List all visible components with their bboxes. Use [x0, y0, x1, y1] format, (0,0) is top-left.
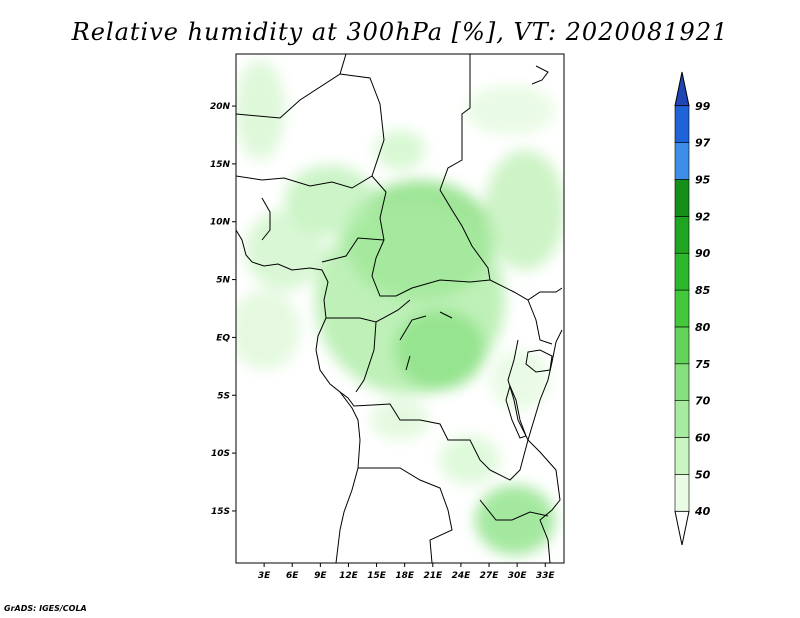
map-title: Relative humidity at 300hPa [%], VT: 202…: [71, 18, 729, 46]
map-frame: [235, 53, 565, 564]
border: [339, 73, 385, 177]
lon-tick-label: 12E: [339, 571, 359, 581]
lat-tick-label: 10N: [210, 218, 231, 228]
colorbar-swatch: [674, 400, 690, 438]
coastlines-and-borders: [236, 54, 563, 563]
humid-region: [475, 485, 555, 555]
colorbar-label: 50: [695, 468, 711, 481]
border: [479, 499, 549, 521]
lon-tick-label: 27E: [480, 571, 500, 581]
border: [358, 467, 453, 563]
colorbar-label: 40: [694, 505, 711, 518]
river: [531, 65, 549, 85]
colorbar-label: 75: [695, 358, 711, 371]
colorbar-swatch: [674, 252, 690, 291]
border: [489, 439, 529, 481]
colorbar-label: 80: [695, 321, 711, 334]
colorbar-swatch: [674, 474, 690, 512]
humid-region: [395, 310, 485, 390]
lat-tick-label: EQ: [216, 333, 230, 343]
lon-tick-label: 18E: [395, 571, 415, 581]
lon-tick-label: 6E: [286, 571, 299, 581]
humid-region: [440, 435, 500, 485]
lon-tick-label: 33E: [536, 571, 556, 581]
lon-tick-label: 3E: [258, 571, 271, 581]
humidity-shading: [236, 60, 564, 555]
humid-region: [490, 350, 550, 410]
humid-region: [485, 150, 564, 270]
border: [527, 299, 553, 345]
humid-region: [375, 130, 425, 170]
border: [439, 189, 491, 281]
colorbar-label: 70: [695, 395, 711, 408]
lon-tick-label: 30E: [508, 571, 528, 581]
border: [261, 197, 271, 241]
humid-region: [245, 210, 325, 290]
colorbar-swatch: [674, 363, 690, 401]
humid-region: [236, 60, 285, 160]
colorbar-label: 99: [695, 100, 711, 113]
border: [489, 279, 563, 301]
lat-tick-label: 15S: [211, 507, 230, 517]
river: [399, 311, 453, 371]
colorbar-swatch: [674, 105, 690, 143]
grads-credit: GrADS: IGES/COLA: [4, 604, 87, 613]
coastline: [527, 329, 563, 563]
colorbar-swatch: [674, 437, 690, 475]
lon-tick-label: 9E: [314, 571, 327, 581]
lon-tick-label: 21E: [423, 571, 443, 581]
lake-victoria: [525, 349, 553, 373]
colorbar-label: 60: [695, 432, 711, 445]
colorbar-swatch: [674, 179, 690, 217]
border: [355, 321, 377, 393]
colorbar-label: 92: [695, 210, 711, 223]
colorbar-label: 90: [695, 247, 711, 260]
lake-tanganyika: [505, 384, 527, 439]
lat-tick-label: 15N: [210, 160, 231, 170]
lat-tick-label: 5S: [217, 391, 230, 401]
colorbar-bottom-arrow: [674, 510, 690, 546]
lon-tick-label: 24E: [452, 571, 472, 581]
border: [236, 175, 387, 241]
border: [236, 54, 347, 119]
colorbar-swatch: [674, 289, 690, 328]
lat-tick-label: 5N: [216, 276, 230, 286]
lat-tick-label: 10S: [211, 449, 230, 459]
colorbar-swatch: [674, 216, 690, 254]
border: [321, 237, 385, 263]
colorbar-label: 97: [695, 137, 711, 150]
colorbar-swatch: [674, 326, 690, 365]
colorbar-label: 85: [695, 284, 711, 297]
lat-tick-label: 20N: [210, 102, 231, 112]
border: [339, 391, 491, 471]
lon-tick-label: 15E: [367, 571, 387, 581]
border: [507, 339, 529, 441]
border: [439, 54, 471, 191]
colorbar: 40 50 60 70 75 80 85 90 92 95 97 99: [674, 71, 711, 546]
humid-region: [236, 290, 300, 370]
colorbar-label: 95: [695, 174, 711, 187]
colorbar-top-arrow: [674, 71, 690, 107]
map-axes: 3E 6E 9E 12E 15E 18E 21E 24E 27E 30E 33E 20N 15N 10N 5…: [210, 102, 556, 581]
colorbar-swatch: [674, 142, 690, 180]
humid-region: [465, 85, 555, 135]
border: [371, 239, 491, 297]
